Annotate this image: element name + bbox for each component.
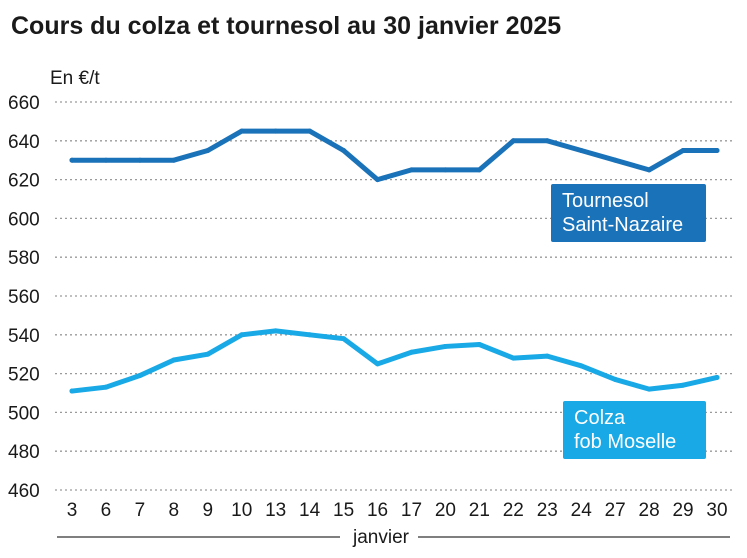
- series-line-1: [69, 328, 720, 394]
- data-point: [476, 342, 482, 347]
- y-tick-label: 660: [8, 93, 40, 114]
- data-point: [375, 177, 381, 183]
- series-label-text: Saint-Nazaire: [562, 214, 683, 236]
- data-point: [69, 388, 75, 394]
- y-tick-label: 460: [8, 481, 40, 502]
- x-tick-label: 29: [672, 500, 693, 521]
- data-point: [103, 157, 109, 163]
- data-point: [612, 157, 618, 163]
- x-tick-label: 15: [333, 500, 354, 521]
- y-tick-label: 560: [8, 287, 40, 308]
- x-tick-label: 27: [605, 500, 626, 521]
- y-tick-label: 600: [8, 209, 40, 230]
- series-line-0: [69, 128, 720, 183]
- data-point: [239, 332, 245, 338]
- data-point: [680, 382, 686, 388]
- data-point: [646, 386, 652, 392]
- x-tick-label: 22: [503, 500, 524, 521]
- data-point: [680, 148, 686, 153]
- data-point: [476, 167, 482, 173]
- series-label-text: Colza: [574, 407, 626, 429]
- data-point: [171, 157, 177, 163]
- chart-title: Cours du colza et tournesol au 30 janvie…: [11, 12, 562, 40]
- series-lines: [69, 128, 720, 394]
- y-tick-label: 540: [8, 326, 40, 347]
- x-tick-label: 17: [401, 500, 422, 521]
- data-point: [273, 128, 279, 134]
- data-point: [103, 384, 109, 390]
- data-point: [69, 157, 75, 163]
- data-point: [408, 349, 414, 355]
- data-point: [544, 138, 550, 144]
- x-tick-label: 20: [435, 500, 456, 521]
- data-point: [341, 148, 347, 153]
- data-point: [646, 167, 652, 173]
- x-tick-label: 28: [639, 500, 660, 521]
- y-tick-label: 620: [8, 171, 40, 192]
- data-point: [442, 167, 448, 173]
- data-point: [341, 336, 347, 342]
- x-axis-title: janvier: [352, 527, 410, 548]
- x-tick-label: 6: [101, 500, 112, 521]
- y-tick-label: 580: [8, 248, 40, 269]
- data-point: [171, 357, 177, 363]
- data-point: [442, 343, 448, 349]
- series-label-box: [563, 401, 706, 459]
- data-point: [137, 157, 143, 163]
- x-tick-label: 24: [571, 500, 593, 521]
- y-tick-label: 520: [8, 365, 40, 386]
- x-tick-label: 16: [367, 500, 388, 521]
- data-point: [205, 148, 211, 153]
- x-tick-label: 7: [135, 500, 146, 521]
- data-point: [510, 355, 516, 361]
- x-tick-label: 9: [203, 500, 214, 521]
- x-tick-label: 14: [299, 500, 321, 521]
- data-point: [307, 332, 313, 338]
- y-tick-label: 500: [8, 403, 40, 424]
- data-point: [137, 373, 143, 379]
- y-tick-label: 480: [8, 442, 40, 463]
- data-point: [239, 128, 245, 134]
- x-tick-label: 10: [231, 500, 252, 521]
- data-point: [205, 351, 211, 357]
- x-axis-ticks: 3 6 7 8 9 10 13 14 15 16 17 20 21 22 23 24 27 28 29 30: [67, 500, 728, 521]
- y-axis-unit-label: En €/t: [50, 68, 100, 89]
- data-point: [714, 148, 720, 153]
- series-label-box: [551, 184, 706, 242]
- y-axis-ticks: 460 480 500 520 540 560 580 600 620 640 660: [8, 93, 40, 502]
- x-axis-title-group: janvier: [57, 527, 730, 548]
- x-tick-label: 8: [169, 500, 180, 521]
- data-point: [510, 138, 516, 144]
- data-point: [375, 361, 381, 367]
- data-point: [273, 328, 279, 334]
- x-tick-label: 23: [537, 500, 558, 521]
- y-tick-label: 640: [8, 132, 40, 153]
- data-point: [714, 374, 720, 380]
- data-point: [307, 128, 313, 134]
- series-label-text: fob Moselle: [574, 431, 676, 453]
- x-tick-label: 3: [67, 500, 78, 521]
- data-point: [578, 148, 584, 153]
- data-point: [544, 353, 550, 359]
- data-point: [578, 363, 584, 369]
- data-point: [612, 376, 618, 382]
- x-tick-label: 13: [265, 500, 286, 521]
- series-label-text: Tournesol: [562, 190, 649, 212]
- data-point: [408, 167, 414, 173]
- x-tick-label: 30: [706, 500, 727, 521]
- x-tick-label: 21: [469, 500, 490, 521]
